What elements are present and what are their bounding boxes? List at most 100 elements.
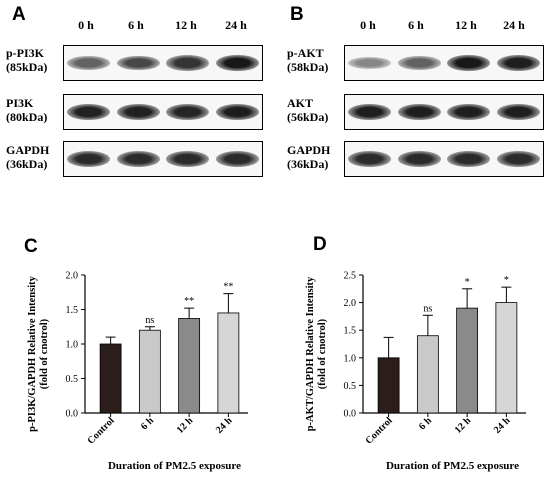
- blot-band: [397, 151, 441, 167]
- y-tick-label: 1.0: [344, 353, 357, 364]
- lane-label-a-3: 24 h: [225, 18, 247, 32]
- panel-letter-a: A: [12, 4, 26, 25]
- protein-name: p-AKT: [287, 46, 324, 60]
- lane-label-a-2: 12 h: [175, 18, 197, 32]
- lane-label-b-0: 0 h: [360, 18, 376, 32]
- x-tick-label: Control: [86, 415, 117, 446]
- blot-band: [348, 151, 392, 167]
- molecular-weight: (85kDa): [6, 60, 48, 74]
- blot-band: [348, 103, 392, 121]
- x-tick-label: 24 h: [214, 415, 235, 436]
- y-tick-label: 2.0: [344, 298, 357, 309]
- blot-band: [67, 151, 111, 167]
- protein-name: AKT: [287, 96, 314, 110]
- blot-band: [215, 103, 259, 121]
- x-tick-label: 12 h: [175, 415, 196, 436]
- molecular-weight: (36kDa): [6, 157, 48, 171]
- lane-label-b-1: 6 h: [408, 18, 424, 32]
- row-label-a-2: GAPDH (36kDa): [6, 143, 49, 171]
- y-axis-label: p-PI3K/GAPDH Relative Intensity: [27, 275, 38, 431]
- y-tick-label: 0.5: [66, 374, 79, 385]
- lane-label-a-1: 6 h: [128, 18, 144, 32]
- y-tick-label: 0.0: [66, 409, 79, 420]
- blot-band: [496, 103, 540, 121]
- panel-letter-d: D: [313, 234, 327, 255]
- bar: [495, 302, 518, 414]
- molecular-weight: (58kDa): [287, 60, 329, 74]
- x-tick-label: 6 h: [417, 415, 434, 432]
- protein-name: PI3K: [6, 96, 34, 110]
- y-tick-label: 0.0: [344, 409, 357, 420]
- chart-d: 0.0 0.5 1.0 1.5 2.0 2.5 Control ns 6 h * 12 h * 24 h…: [305, 271, 526, 472]
- bar: [377, 357, 400, 414]
- significance-label: *: [465, 277, 470, 288]
- x-tick-label: 6 h: [139, 415, 156, 432]
- molecular-weight: (36kDa): [287, 157, 329, 171]
- row-label-b-0: p-AKT (58kDa): [287, 46, 328, 74]
- molecular-weight: (56kDa): [287, 110, 329, 124]
- significance-label: **: [184, 296, 194, 307]
- blot-band: [116, 103, 160, 121]
- blot-band: [166, 103, 210, 121]
- significance-label: *: [504, 275, 509, 286]
- panel-letter-c: C: [24, 236, 38, 257]
- bar: [178, 318, 201, 414]
- row-label-a-0: p-PI3K (85kDa): [6, 46, 47, 74]
- protein-name: GAPDH: [287, 143, 331, 157]
- y-tick-label: 2.0: [66, 271, 79, 282]
- lane-label-b-3: 24 h: [503, 18, 525, 32]
- bar: [416, 335, 439, 414]
- blot-b-akt: [344, 94, 544, 130]
- blot-band: [496, 54, 540, 72]
- blot-band: [348, 56, 392, 70]
- blot-band: [496, 151, 540, 167]
- panel-letter-b: B: [290, 4, 304, 25]
- x-tick-label: 12 h: [453, 415, 474, 436]
- lane-label-a-0: 0 h: [78, 18, 94, 32]
- x-tick-label: 24 h: [492, 415, 513, 436]
- row-label-a-1: PI3K (80kDa): [6, 96, 47, 124]
- chart-c: 0.0 0.5 1.0 1.5 2.0 Control ns 6 h ** 12 h ** 24 h p…: [27, 271, 248, 472]
- bar: [99, 343, 122, 414]
- molecular-weight: (80kDa): [6, 110, 48, 124]
- y-axis-label-unit: (fold of cnotrol): [39, 318, 50, 389]
- protein-name: GAPDH: [6, 143, 50, 157]
- row-label-b-2: GAPDH (36kDa): [287, 143, 330, 171]
- blot-band: [215, 151, 259, 167]
- x-tick-label: Control: [364, 415, 395, 446]
- y-tick-label: 0.5: [344, 381, 357, 392]
- blot-band: [116, 151, 160, 167]
- row-label-b-1: AKT (56kDa): [287, 96, 328, 124]
- blot-band: [67, 56, 111, 70]
- protein-name: p-PI3K: [6, 46, 45, 60]
- blot-a-p-pi3k: [63, 45, 263, 81]
- blot-band: [166, 55, 210, 71]
- x-axis-label: Duration of PM2.5 exposure: [108, 460, 241, 472]
- blot-a-pi3k: [63, 94, 263, 130]
- y-tick-label: 2.5: [344, 271, 357, 282]
- blot-b-p-akt: [344, 45, 544, 81]
- y-tick-label: 1.5: [344, 326, 357, 337]
- blot-band: [166, 151, 210, 167]
- bar: [456, 307, 479, 414]
- lane-label-b-2: 12 h: [455, 18, 477, 32]
- blot-band: [67, 103, 111, 121]
- bar: [138, 329, 161, 414]
- blot-band: [447, 151, 491, 167]
- y-tick-label: 1.0: [66, 340, 79, 351]
- significance-label: ns: [145, 315, 154, 326]
- blot-band: [447, 103, 491, 121]
- blot-a-gapdh: [63, 141, 263, 177]
- blot-band: [397, 56, 441, 70]
- y-axis-label: p-AKT/GAPDH Relative Intensity: [305, 276, 316, 431]
- blot-band: [397, 103, 441, 121]
- blot-b-gapdh: [344, 141, 544, 177]
- y-tick-label: 1.5: [66, 305, 79, 316]
- blot-band: [116, 55, 160, 71]
- significance-label: **: [223, 282, 233, 293]
- bar: [217, 312, 240, 414]
- x-axis-label: Duration of PM2.5 exposure: [386, 460, 519, 472]
- significance-label: ns: [423, 303, 432, 314]
- blot-band: [215, 54, 259, 72]
- y-axis-label-unit: (fold of cnotrol): [317, 318, 328, 389]
